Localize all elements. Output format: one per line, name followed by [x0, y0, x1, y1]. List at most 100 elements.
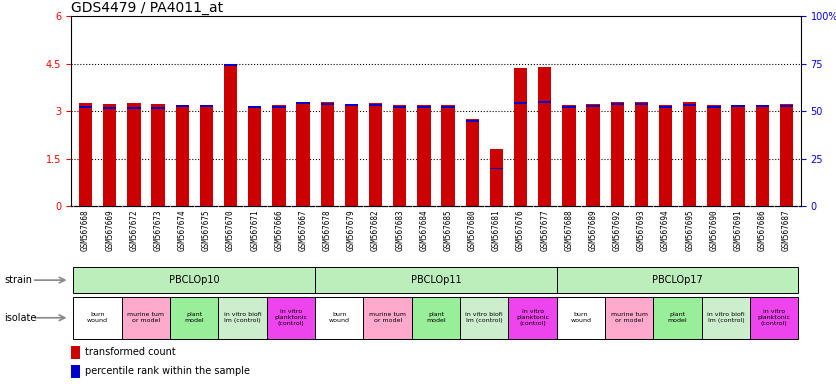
Text: percentile rank within the sample: percentile rank within the sample [85, 366, 250, 376]
Text: isolate: isolate [4, 313, 37, 323]
Text: GSM567672: GSM567672 [130, 209, 139, 251]
Text: burn
wound: burn wound [570, 312, 592, 323]
Text: murine tum
or model: murine tum or model [127, 312, 165, 323]
Bar [417, 105, 431, 206]
Bar [701, 297, 750, 339]
Bar [707, 105, 721, 206]
Bar [654, 297, 701, 339]
Bar [267, 297, 315, 339]
Text: in vitro
planktonic
(control): in vitro planktonic (control) [274, 310, 308, 326]
Bar [659, 106, 672, 108]
Text: GSM567688: GSM567688 [564, 209, 573, 251]
Text: GSM567667: GSM567667 [298, 209, 308, 251]
Text: GSM567695: GSM567695 [686, 209, 694, 251]
Bar [635, 103, 648, 104]
Bar [200, 104, 213, 206]
Bar [635, 102, 648, 206]
Bar [750, 297, 798, 339]
Text: in vitro
planktonic
(control): in vitro planktonic (control) [516, 310, 549, 326]
Text: GSM567670: GSM567670 [226, 209, 235, 251]
Bar [780, 105, 793, 107]
Bar [610, 103, 624, 105]
Text: GSM567677: GSM567677 [540, 209, 549, 251]
Text: GSM567692: GSM567692 [613, 209, 622, 251]
Bar [74, 267, 315, 293]
Bar [563, 106, 575, 108]
Bar [514, 102, 528, 104]
Bar [417, 106, 431, 108]
Bar [151, 104, 165, 206]
Bar [315, 297, 364, 339]
Text: GSM567689: GSM567689 [589, 209, 598, 251]
Bar [79, 106, 92, 108]
Text: GSM567690: GSM567690 [710, 209, 718, 251]
Text: GSM567675: GSM567675 [201, 209, 211, 251]
Bar [514, 68, 528, 206]
Bar [393, 106, 406, 108]
Text: GSM567674: GSM567674 [178, 209, 186, 251]
Bar [103, 107, 116, 109]
Bar [707, 106, 721, 108]
Text: GSM567669: GSM567669 [105, 209, 115, 251]
Text: GSM567666: GSM567666 [274, 209, 283, 251]
Text: GSM567693: GSM567693 [637, 209, 646, 251]
Bar [71, 346, 80, 359]
Text: GSM567681: GSM567681 [492, 209, 501, 251]
Bar [248, 106, 262, 206]
Text: murine tum
or model: murine tum or model [370, 312, 406, 323]
Text: PBCLOp11: PBCLOp11 [410, 275, 461, 285]
Bar [460, 297, 508, 339]
Bar [369, 103, 382, 206]
Bar [315, 267, 557, 293]
Bar [466, 120, 479, 122]
Text: in vitro biofi
lm (control): in vitro biofi lm (control) [707, 312, 745, 323]
Text: strain: strain [4, 275, 32, 285]
Text: GSM567687: GSM567687 [782, 209, 791, 251]
Text: GSM567680: GSM567680 [467, 209, 477, 251]
Bar [732, 105, 745, 107]
Text: GSM567676: GSM567676 [516, 209, 525, 251]
Bar [369, 104, 382, 106]
Bar [103, 104, 116, 206]
Bar [364, 297, 412, 339]
Bar [659, 105, 672, 206]
Text: GSM567683: GSM567683 [395, 209, 405, 251]
Text: plant
model: plant model [185, 312, 204, 323]
Bar [756, 105, 769, 107]
Bar [71, 365, 80, 378]
Bar [557, 297, 605, 339]
Bar [297, 102, 309, 206]
Text: murine tum
or model: murine tum or model [611, 312, 648, 323]
Bar [218, 297, 267, 339]
Text: transformed count: transformed count [85, 347, 176, 357]
Bar [441, 105, 455, 206]
Text: burn
wound: burn wound [329, 312, 349, 323]
Bar [683, 104, 696, 106]
Text: GSM567694: GSM567694 [661, 209, 670, 251]
Text: GSM567679: GSM567679 [347, 209, 356, 251]
Bar [224, 66, 237, 206]
Text: PBCLOp17: PBCLOp17 [652, 275, 703, 285]
Text: GDS4479 / PA4011_at: GDS4479 / PA4011_at [71, 1, 223, 15]
Text: GSM567686: GSM567686 [757, 209, 767, 251]
Text: GSM567678: GSM567678 [323, 209, 332, 251]
Bar [297, 102, 309, 104]
Bar [151, 107, 165, 109]
Bar [344, 104, 358, 106]
Bar [200, 106, 213, 108]
Text: in vitro biofi
lm (control): in vitro biofi lm (control) [466, 312, 503, 323]
Bar [490, 167, 503, 169]
Text: burn
wound: burn wound [87, 312, 108, 323]
Bar [466, 119, 479, 206]
Bar [273, 106, 286, 206]
Bar [176, 106, 189, 108]
Bar [490, 149, 503, 206]
Text: GSM567684: GSM567684 [420, 209, 428, 251]
Bar [127, 103, 140, 206]
Bar [393, 105, 406, 206]
Bar [122, 297, 171, 339]
Bar [248, 106, 262, 108]
Bar [127, 107, 140, 109]
Bar [176, 105, 189, 206]
Bar [538, 101, 552, 103]
